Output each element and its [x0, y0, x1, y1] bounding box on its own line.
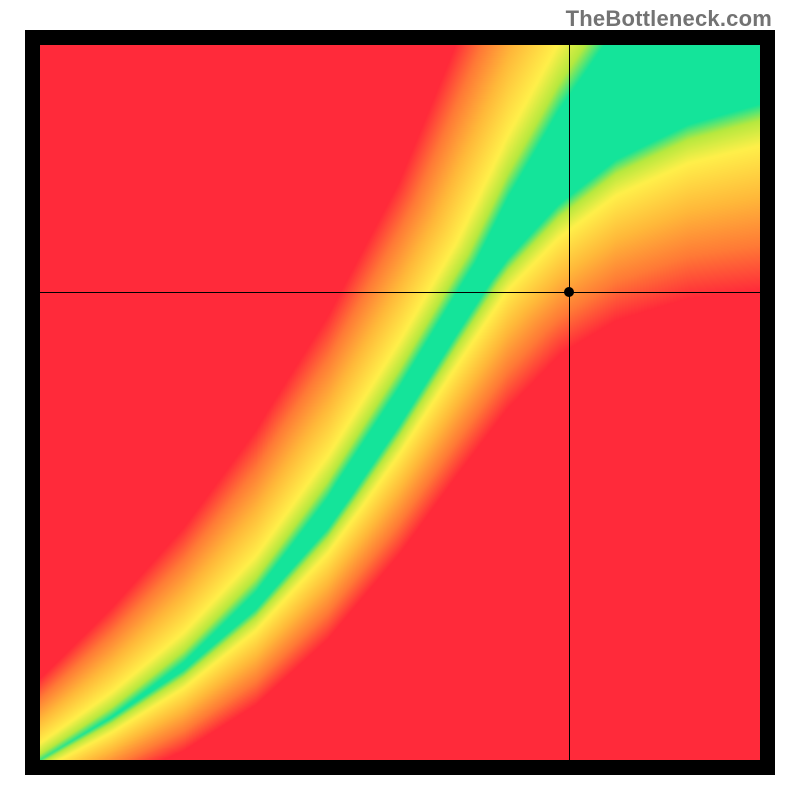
plot-frame	[25, 30, 775, 775]
plot-area	[40, 45, 760, 760]
crosshair-vertical	[569, 45, 570, 760]
chart-container: TheBottleneck.com	[0, 0, 800, 800]
watermark-text: TheBottleneck.com	[566, 6, 772, 32]
heatmap-canvas	[40, 45, 760, 760]
crosshair-horizontal	[40, 292, 760, 293]
crosshair-marker	[564, 287, 574, 297]
